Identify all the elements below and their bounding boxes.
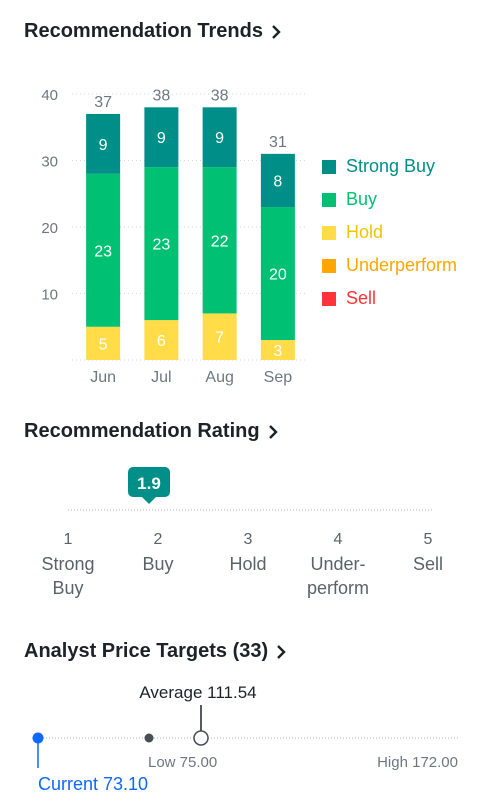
rating-tick-label: Buy (142, 554, 174, 574)
bar-total-label: 37 (94, 94, 112, 111)
bar-total-label: 31 (269, 134, 287, 151)
legend-swatch (322, 225, 336, 240)
y-tick-label: 30 (41, 154, 58, 171)
y-tick-label: 20 (41, 220, 58, 237)
analyst-price-targets-title[interactable]: Analyst Price Targets (33) (24, 640, 286, 663)
rating-tick-label: Hold (229, 554, 267, 574)
legend-swatch (322, 159, 336, 174)
chevron-right-icon (268, 424, 278, 439)
recommendation-rating-title-text: Recommendation Rating (24, 420, 260, 442)
recommendation-rating-title[interactable]: Recommendation Rating (24, 420, 278, 443)
y-tick-label: 10 (41, 287, 58, 304)
rating-marker: 1.9 (128, 467, 170, 504)
bar-segment-buy[interactable] (202, 167, 237, 314)
bar-segment-label: 23 (94, 243, 112, 260)
bar-segment-hold[interactable] (260, 340, 295, 360)
legend-swatch (322, 291, 336, 306)
bar-segment-label: 9 (215, 130, 224, 147)
bar-segment-strong-buy[interactable] (144, 107, 179, 168)
bar-total-label: 38 (211, 87, 229, 104)
rating-tick-5: 5 Sell (383, 528, 473, 576)
legend-item-strong-buy: Strong Buy (322, 150, 457, 183)
bar-segment-strong-buy[interactable] (86, 113, 121, 174)
chart-legend: Strong Buy Buy Hold Underperform Sell (322, 150, 457, 315)
bar-segment-buy[interactable] (144, 167, 179, 321)
rating-tick-label: Under- (310, 554, 366, 574)
bar-segment-label: 23 (152, 237, 170, 254)
bar-segment-hold[interactable] (144, 320, 179, 360)
bar-segment-label: 20 (269, 267, 287, 284)
x-tick-label: Jun (90, 369, 116, 386)
rating-tick-number: 1 (63, 531, 73, 548)
rating-tick-label: Sell (412, 554, 443, 574)
recommendation-rating-scale: 1.9 1 Strong Buy 2 Buy 3 Hold 4 Under-perform 5 Se… (0, 460, 501, 610)
low-price-label: Low 75.00 (148, 754, 217, 771)
bar-total-label: 38 (152, 87, 170, 104)
analyst-price-targets-title-text: Analyst Price Targets (33) (24, 640, 269, 662)
legend-label: Underperform (346, 255, 458, 275)
y-tick-label: 40 (41, 87, 58, 104)
bar-segment-label: 9 (157, 130, 166, 147)
current-price-label: Current 73.10 (38, 774, 148, 794)
rating-tick-4: 4 Under-perform (293, 528, 383, 600)
low-price-dot (144, 733, 154, 743)
legend-label: Sell (346, 288, 377, 308)
legend-label: Hold (346, 222, 384, 242)
x-tick-label: Jul (151, 369, 171, 386)
legend-item-buy: Buy (322, 183, 457, 216)
average-price-dot (193, 730, 209, 746)
recommendation-trends-title-text: Recommendation Trends (24, 20, 263, 42)
bar-segment-label: 3 (273, 343, 282, 360)
legend-label: Buy (346, 189, 378, 209)
rating-tick-2: 2 Buy (113, 528, 203, 576)
chevron-right-icon (277, 644, 286, 659)
bar-segment-strong-buy[interactable] (202, 107, 237, 168)
average-price-label: Average 111.54 (139, 683, 256, 702)
bar-segment-label: 22 (211, 233, 229, 250)
rating-tick-number: 5 (423, 531, 433, 548)
bar-segment-label: 9 (99, 137, 108, 154)
rating-tick-label: perform (306, 578, 369, 598)
high-price-label: High 172.00 (377, 754, 458, 771)
rating-tick-number: 2 (153, 531, 163, 548)
bar-segment-label: 5 (99, 336, 108, 353)
rating-tick-label: Buy (52, 578, 84, 598)
rating-tick-number: 3 (243, 531, 253, 548)
bar-segment-strong-buy[interactable] (260, 153, 295, 208)
bar-segment-label: 8 (273, 173, 282, 190)
rating-tick-label: Strong (41, 554, 95, 574)
bar-segment-buy[interactable] (86, 173, 121, 327)
bar-segment-buy[interactable] (260, 207, 295, 341)
bar-segment-hold[interactable] (202, 313, 237, 360)
recommendation-trends-chart: 10 20 30 40 5 23 9 37 Jun 6 23 9 38 Jul 7 22 9 38 Aug 3 20 8 3… (41, 87, 305, 386)
legend-item-hold: Hold (322, 216, 457, 249)
legend-item-sell: Sell (322, 282, 457, 315)
x-tick-label: Sep (264, 369, 293, 386)
bar-segment-hold[interactable] (86, 326, 121, 360)
rating-tick-3: 3 Hold (203, 528, 293, 576)
rating-tick-1: 1 Strong Buy (23, 528, 113, 600)
bar-segment-label: 6 (157, 333, 166, 350)
legend-swatch (322, 192, 336, 207)
legend-item-underperform: Underperform (322, 249, 457, 282)
chevron-right-icon (272, 24, 281, 39)
price-target-chart: Average 111.54 Low 75.00 High 172.00 Cur… (32, 683, 460, 794)
legend-swatch (322, 258, 336, 273)
rating-value: 1.9 (137, 474, 161, 493)
recommendation-trends-title[interactable]: Recommendation Trends (24, 20, 281, 43)
legend-label: Strong Buy (346, 156, 436, 176)
x-tick-label: Aug (205, 369, 233, 386)
bar-segment-label: 7 (215, 330, 224, 347)
rating-tick-number: 4 (333, 531, 343, 548)
